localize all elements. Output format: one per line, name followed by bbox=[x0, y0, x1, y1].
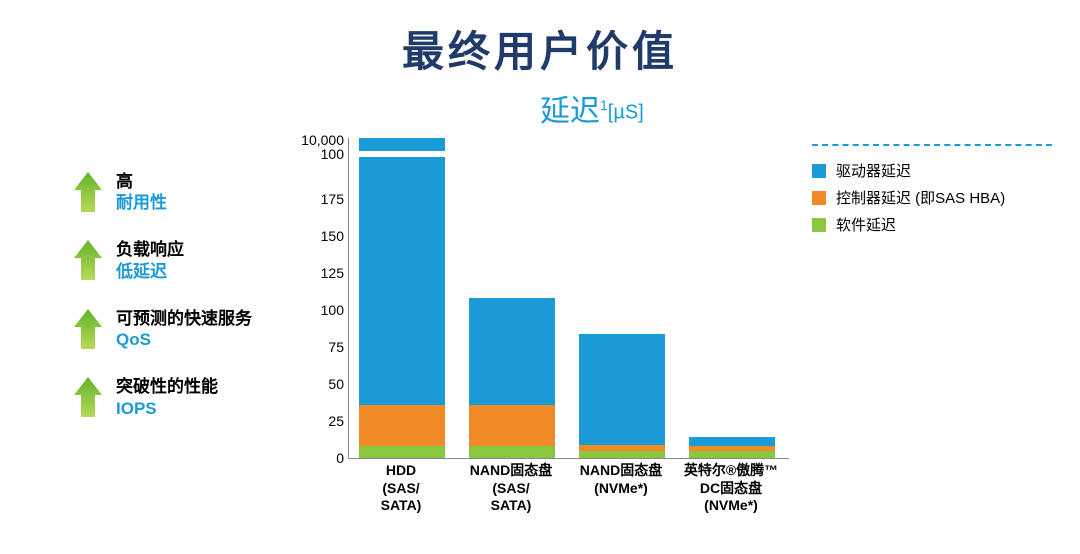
subtitle-main: 延迟 bbox=[540, 95, 600, 128]
legend-swatch bbox=[812, 218, 826, 232]
y-tick-label: 25 bbox=[328, 413, 344, 429]
legend-label: 控制器延迟 (即SAS HBA) bbox=[836, 187, 1005, 208]
benefit-line1: 突破性的性能 bbox=[116, 377, 218, 397]
y-tick-label: 50 bbox=[328, 376, 344, 392]
benefit-item: 突破性的性能IOPS bbox=[74, 377, 324, 419]
y-tick-label: 0 bbox=[336, 450, 344, 466]
legend-label: 驱动器延迟 bbox=[836, 160, 911, 181]
legend-swatch bbox=[812, 191, 826, 205]
bar-group bbox=[689, 437, 775, 458]
bar-seg-software bbox=[579, 451, 665, 458]
arrow-up-icon bbox=[74, 309, 102, 349]
bar-group bbox=[359, 138, 445, 458]
axis-break-gap bbox=[357, 151, 447, 157]
y-tick-label: 150 bbox=[321, 228, 344, 244]
x-tick-label: 英特尔®傲腾™DC固态盘(NVMe*) bbox=[676, 462, 786, 515]
benefit-line1: 可预测的快速服务 bbox=[116, 309, 252, 329]
arrow-up-icon bbox=[74, 240, 102, 280]
legend: 驱动器延迟控制器延迟 (即SAS HBA) 软件延迟 bbox=[812, 144, 1052, 241]
benefit-line1: 负载响应 bbox=[116, 240, 184, 260]
benefits-list: 高耐用性负载响应低延迟可预测的快速服务QoS 突破性的性能IOPS bbox=[74, 172, 324, 446]
arrow-up-icon bbox=[74, 377, 102, 417]
subtitle-unit: [µS] bbox=[608, 102, 644, 124]
benefit-text: 高耐用性 bbox=[116, 172, 167, 214]
x-tick-label: NAND固态盘(SAS/SATA) bbox=[456, 462, 566, 515]
benefit-text: 突破性的性能IOPS bbox=[116, 377, 218, 419]
legend-label: 软件延迟 bbox=[836, 214, 896, 235]
x-tick-label: HDD(SAS/SATA) bbox=[346, 462, 456, 515]
benefit-item: 高耐用性 bbox=[74, 172, 324, 214]
y-tick-label: 175 bbox=[321, 191, 344, 207]
bar-seg-software bbox=[469, 446, 555, 458]
bar-seg-controller bbox=[469, 405, 555, 446]
chart-subtitle: 延迟1[µS] bbox=[540, 86, 644, 130]
benefit-item: 负载响应低延迟 bbox=[74, 240, 324, 282]
bar-seg-drive bbox=[359, 138, 445, 405]
y-axis: 025507510012515017510010,000 bbox=[290, 138, 344, 458]
x-tick-label: NAND固态盘(NVMe*) bbox=[566, 462, 676, 497]
plot-area bbox=[348, 138, 789, 459]
page-title: 最终用户价值 bbox=[0, 18, 1080, 79]
bar-seg-drive bbox=[579, 334, 665, 445]
benefit-text: 可预测的快速服务QoS bbox=[116, 309, 252, 351]
benefit-item: 可预测的快速服务QoS bbox=[74, 309, 324, 351]
y-tick-label: 10,000 bbox=[301, 132, 344, 148]
y-tick-label: 75 bbox=[328, 339, 344, 355]
subtitle-sup: 1 bbox=[600, 97, 608, 113]
legend-swatch bbox=[812, 164, 826, 178]
bar-seg-drive bbox=[469, 298, 555, 405]
bar-group bbox=[579, 334, 665, 458]
arrow-up-icon bbox=[74, 172, 102, 212]
benefit-line2: QoS bbox=[116, 329, 252, 351]
benefit-text: 负载响应低延迟 bbox=[116, 240, 184, 282]
legend-item: 驱动器延迟 bbox=[812, 160, 1052, 181]
benefit-line2: IOPS bbox=[116, 398, 218, 420]
bar-group bbox=[469, 298, 555, 458]
bar-seg-drive bbox=[689, 437, 775, 446]
benefit-line1: 高 bbox=[116, 172, 167, 192]
y-tick-label: 100 bbox=[321, 302, 344, 318]
bar-seg-software bbox=[689, 451, 775, 458]
latency-chart: 025507510012515017510010,000 HDD(SAS/SAT… bbox=[348, 138, 788, 518]
benefit-line2: 耐用性 bbox=[116, 192, 167, 214]
legend-divider bbox=[812, 144, 1052, 146]
y-tick-label: 125 bbox=[321, 265, 344, 281]
bar-seg-controller bbox=[359, 405, 445, 446]
benefit-line2: 低延迟 bbox=[116, 261, 184, 283]
legend-item: 控制器延迟 (即SAS HBA) bbox=[812, 187, 1052, 208]
bar-seg-software bbox=[359, 446, 445, 458]
legend-item: 软件延迟 bbox=[812, 214, 1052, 235]
